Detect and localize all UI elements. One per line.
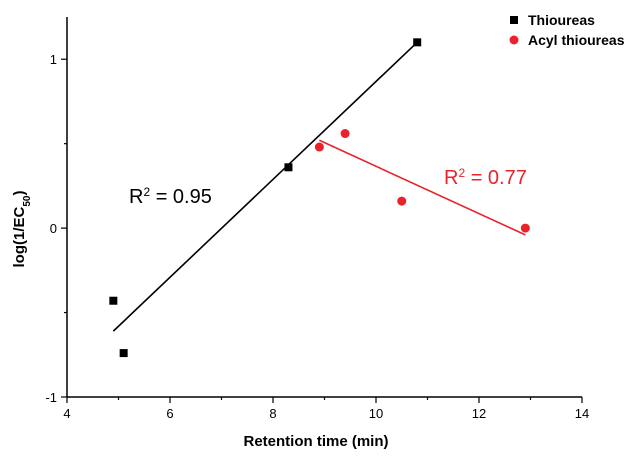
r-squared-thioureas: R2 = 0.95: [129, 185, 212, 208]
x-tick-label: 12: [472, 406, 486, 421]
r-squared-value: = 0.95: [150, 186, 212, 208]
data-point-acyl-thioureas: [520, 223, 530, 233]
fit-lines: [112, 41, 526, 332]
fit-line-thioureas: [112, 41, 418, 332]
data-point-thioureas: [109, 296, 118, 305]
data-point-thioureas: [284, 163, 293, 172]
data-point-thioureas: [119, 349, 128, 358]
data-point-acyl-thioureas: [397, 196, 407, 206]
y-axis-title-subscript: 50: [22, 195, 33, 207]
r-squared-prefix: R: [444, 167, 458, 189]
r-squared-superscript: 2: [458, 166, 465, 180]
x-axis-title: Retention time (min): [244, 433, 389, 450]
r-squared-value: = 0.77: [465, 167, 527, 189]
x-tick-label: 14: [575, 406, 589, 421]
y-axis-title-main: log(1/EC: [11, 206, 28, 267]
r-squared-acyl-thioureas: R2 = 0.77: [444, 166, 527, 189]
plot-axes: 4 6 8 10 12 14 -1 0 1: [45, 17, 589, 421]
fit-line-acyl-thioureas: [319, 139, 526, 236]
legend-marker-acyl-thioureas: [509, 35, 519, 45]
r-squared-superscript: 2: [143, 185, 150, 199]
data-point-acyl-thioureas: [314, 142, 324, 152]
r-squared-prefix: R: [129, 186, 143, 208]
legend-label-acyl-thioureas: Acyl thioureas: [528, 32, 625, 48]
y-tick-label: 0: [50, 221, 57, 236]
data-points: [109, 38, 530, 358]
x-tick-label: 4: [63, 406, 70, 421]
y-axis-title: log(1/EC50): [11, 191, 33, 268]
y-tick-label: 1: [50, 52, 57, 67]
legend: Thioureas Acyl thioureas: [509, 12, 625, 48]
x-tick-label: 10: [369, 406, 383, 421]
legend-marker-thioureas: [510, 16, 518, 24]
data-point-thioureas: [413, 38, 422, 47]
legend-label-thioureas: Thioureas: [528, 12, 595, 28]
y-axis-title-tail: ): [11, 191, 28, 196]
x-tick-label: 8: [269, 406, 276, 421]
y-tick-label: -1: [45, 390, 57, 405]
x-tick-label: 6: [166, 406, 173, 421]
data-point-acyl-thioureas: [340, 129, 350, 139]
